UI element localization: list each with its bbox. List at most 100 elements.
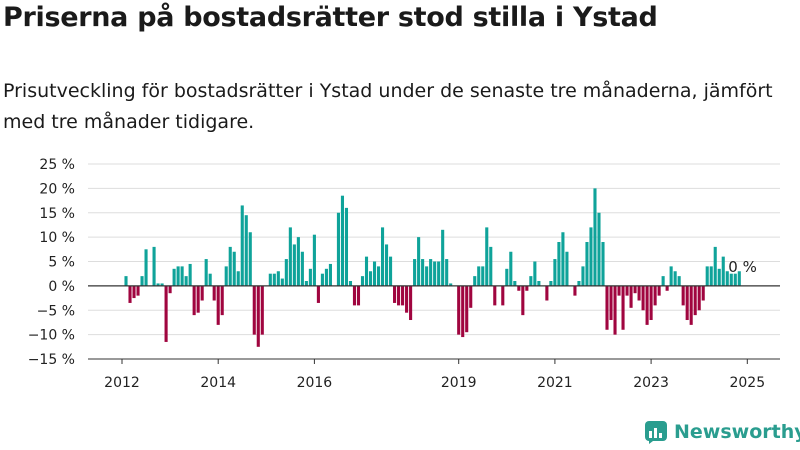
y-tick-label: 10 %: [39, 230, 75, 246]
bar: [368, 271, 373, 286]
bar: [525, 285, 529, 291]
bar: [657, 285, 661, 296]
bar: [425, 266, 429, 286]
y-tick-label: −5 %: [37, 303, 75, 319]
bar: [236, 271, 240, 286]
bar: [481, 266, 485, 286]
bar: [689, 285, 693, 325]
bar: [545, 285, 549, 301]
bar: [437, 261, 441, 286]
bar: [352, 285, 357, 306]
bar: [385, 244, 389, 286]
bar: [573, 285, 577, 296]
bar: [469, 285, 473, 308]
y-tick-label: 0 %: [48, 279, 75, 295]
bar: [629, 285, 633, 308]
bar: [144, 249, 148, 286]
bar: [228, 246, 232, 286]
brand-logo: Newsworthy: [644, 420, 800, 444]
bar: [685, 285, 689, 321]
bar: [661, 276, 665, 286]
bar: [140, 276, 144, 286]
bar: [348, 281, 353, 286]
bar: [729, 273, 733, 286]
bar: [296, 237, 300, 286]
bar: [521, 285, 525, 316]
bar: [581, 266, 585, 286]
brand-name: Newsworthy: [674, 421, 800, 443]
bar: [641, 285, 645, 311]
bar: [485, 227, 489, 286]
x-tick-label: 2014: [200, 375, 236, 391]
bar: [312, 234, 316, 286]
chart-title: Priserna på bostadsrätter stod stilla i …: [3, 2, 658, 33]
bar: [288, 227, 292, 286]
bar: [152, 246, 156, 286]
bar: [320, 273, 324, 286]
bar: [501, 285, 505, 306]
bar: [168, 285, 172, 294]
bar: [517, 285, 521, 291]
bar: [372, 261, 377, 286]
bar: [397, 285, 401, 306]
bar: [232, 251, 236, 286]
bar: [164, 285, 168, 342]
x-tick-label: 2019: [441, 375, 477, 391]
chart-subtitle: Prisutveckling för bostadsrätter i Ystad…: [3, 80, 773, 133]
bar: [665, 285, 669, 291]
bar: [316, 285, 320, 303]
bar: [393, 285, 397, 303]
bar: [184, 276, 188, 286]
bar: [617, 285, 621, 296]
bar: [192, 285, 196, 316]
bar: [180, 266, 184, 286]
bar: [625, 285, 629, 296]
latest-value-label: 0 %: [728, 258, 757, 276]
bar: [593, 188, 597, 286]
bar: [701, 285, 705, 301]
bar: [445, 259, 449, 286]
bar: [389, 256, 393, 286]
bar: [196, 285, 200, 313]
bar: [417, 237, 421, 286]
bar: [673, 271, 677, 286]
bar: [216, 285, 220, 325]
bar: [737, 271, 741, 286]
bar: [172, 268, 176, 286]
y-tick-label: 15 %: [39, 206, 75, 222]
bar: [401, 285, 405, 306]
bar: [725, 271, 729, 286]
bar: [344, 207, 349, 286]
bar: [669, 266, 673, 286]
bar: [565, 251, 569, 286]
bar: [721, 256, 725, 286]
bar: [709, 266, 713, 286]
bar: [697, 285, 701, 311]
bar: [240, 205, 244, 286]
bar: [200, 285, 204, 301]
bar: [693, 285, 697, 316]
bar: [585, 242, 589, 286]
bar: [477, 266, 481, 286]
bar: [677, 276, 681, 286]
bar: [605, 285, 609, 330]
bar: [260, 285, 264, 335]
bar: [429, 259, 433, 286]
bar: [176, 266, 180, 286]
bar: [308, 268, 312, 286]
bar: [364, 256, 369, 286]
bar: [681, 285, 685, 306]
bar: [653, 285, 657, 306]
bar: [132, 285, 136, 299]
x-tick-label: 2016: [297, 375, 333, 391]
bar: [601, 242, 605, 286]
newsworthy-logo-icon: [645, 421, 667, 444]
bar: [589, 227, 593, 286]
x-tick-label: 2021: [537, 375, 573, 391]
bar: [449, 283, 453, 286]
bar: [380, 227, 385, 286]
bar: [613, 285, 617, 335]
bar: [433, 261, 437, 286]
bar: [244, 215, 248, 286]
x-axis-ticks: 2012 2014 2016 2019 2021 2023 2025: [104, 359, 765, 391]
